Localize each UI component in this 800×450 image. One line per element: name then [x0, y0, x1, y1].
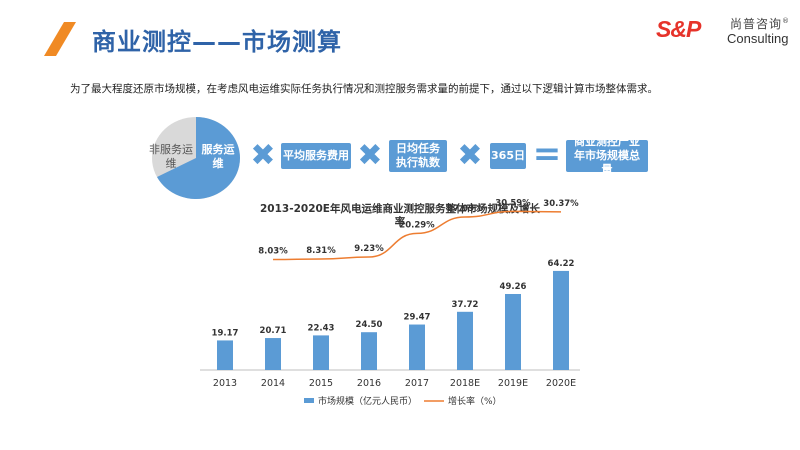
x-tick-2020E: 2020E: [546, 378, 576, 389]
bar-label-2016: 24.50: [356, 320, 383, 330]
multiply-icon: ✖: [357, 138, 383, 173]
daily-tasks-box: 日均任务执行轨数: [389, 140, 447, 172]
equals-icon: =: [532, 134, 562, 174]
x-tick-2018E: 2018E: [450, 378, 480, 389]
legend-line-label: 增长率（%）: [448, 395, 502, 407]
growth-label-2019E: 30.59%: [495, 198, 531, 208]
title-slash-icon: [44, 22, 76, 56]
logo-registered: ®: [782, 17, 791, 25]
bar-2017: [409, 324, 425, 370]
growth-label-2015: 8.31%: [306, 246, 336, 256]
legend-bar-label: 市场规模（亿元人民币）: [318, 395, 417, 407]
bar-label-2015: 22.43: [308, 323, 335, 333]
chart-title: 2013-2020E年风电运维商业测控服务整体市场规模及增长率: [260, 202, 540, 228]
bar-2015: [313, 335, 329, 370]
legend-bar-swatch: [304, 398, 314, 403]
company-logo: S&P 尚普咨询® Consulting: [656, 14, 789, 50]
bar-2018E: [457, 311, 473, 370]
growth-label-2014: 8.03%: [258, 247, 288, 257]
bar-label-2018E: 37.72: [452, 300, 479, 310]
pie-label-service: 服务运维: [201, 143, 235, 170]
x-tick-2016: 2016: [357, 378, 381, 389]
bar-2014: [265, 338, 281, 370]
bar-label-2020E: 64.22: [548, 259, 575, 269]
bar-label-2017: 29.47: [404, 313, 431, 323]
x-tick-2019E: 2019E: [498, 378, 528, 389]
bar-label-2013: 19.17: [212, 328, 239, 338]
x-tick-2017: 2017: [405, 378, 429, 389]
market-total-box: 商业测控产业年市场规模总量: [566, 135, 648, 176]
page-title: 商业测控——市场测算: [92, 28, 342, 56]
growth-label-2016: 9.23%: [354, 244, 384, 254]
bar-2016: [361, 332, 377, 370]
growth-label-2018E: 27.99%: [447, 204, 483, 214]
x-tick-2014: 2014: [261, 378, 285, 389]
pie-service-slice: [157, 117, 240, 199]
logo-english: Consulting: [727, 31, 789, 46]
growth-label-2017: 20.29%: [399, 220, 435, 230]
x-tick-2015: 2015: [309, 378, 333, 389]
logo-chinese: 尚普咨询®: [730, 15, 790, 32]
intro-text: 为了最大程度还原市场规模，在考虑风电运维实际任务执行情况和测控服务需求量的前提下…: [70, 83, 658, 95]
service-pie-icon: [152, 117, 240, 199]
growth-line: [272, 210, 562, 261]
market-chart: 2013-2020E年风电运维商业测控服务整体市场规模及增长率 19.17 2013…: [200, 198, 580, 407]
avg-fee-box: 平均服务费用: [281, 143, 351, 169]
bar-label-2014: 20.71: [260, 326, 287, 336]
multiply-icon: ✖: [250, 138, 276, 173]
growth-label-2020E: 30.37%: [543, 199, 579, 209]
bar-2020E: [553, 270, 569, 370]
bar-2019E: [505, 293, 521, 370]
days-box: 365日: [490, 143, 526, 169]
logo-chinese-text: 尚普咨询: [730, 17, 783, 31]
bar-2013: [217, 340, 233, 370]
logo-mark: S&P: [656, 16, 701, 42]
bar-label-2019E: 49.26: [500, 282, 527, 292]
pie-label-other: 非服务运维: [149, 143, 193, 170]
multiply-icon: ✖: [457, 138, 483, 173]
x-tick-2013: 2013: [213, 378, 237, 389]
